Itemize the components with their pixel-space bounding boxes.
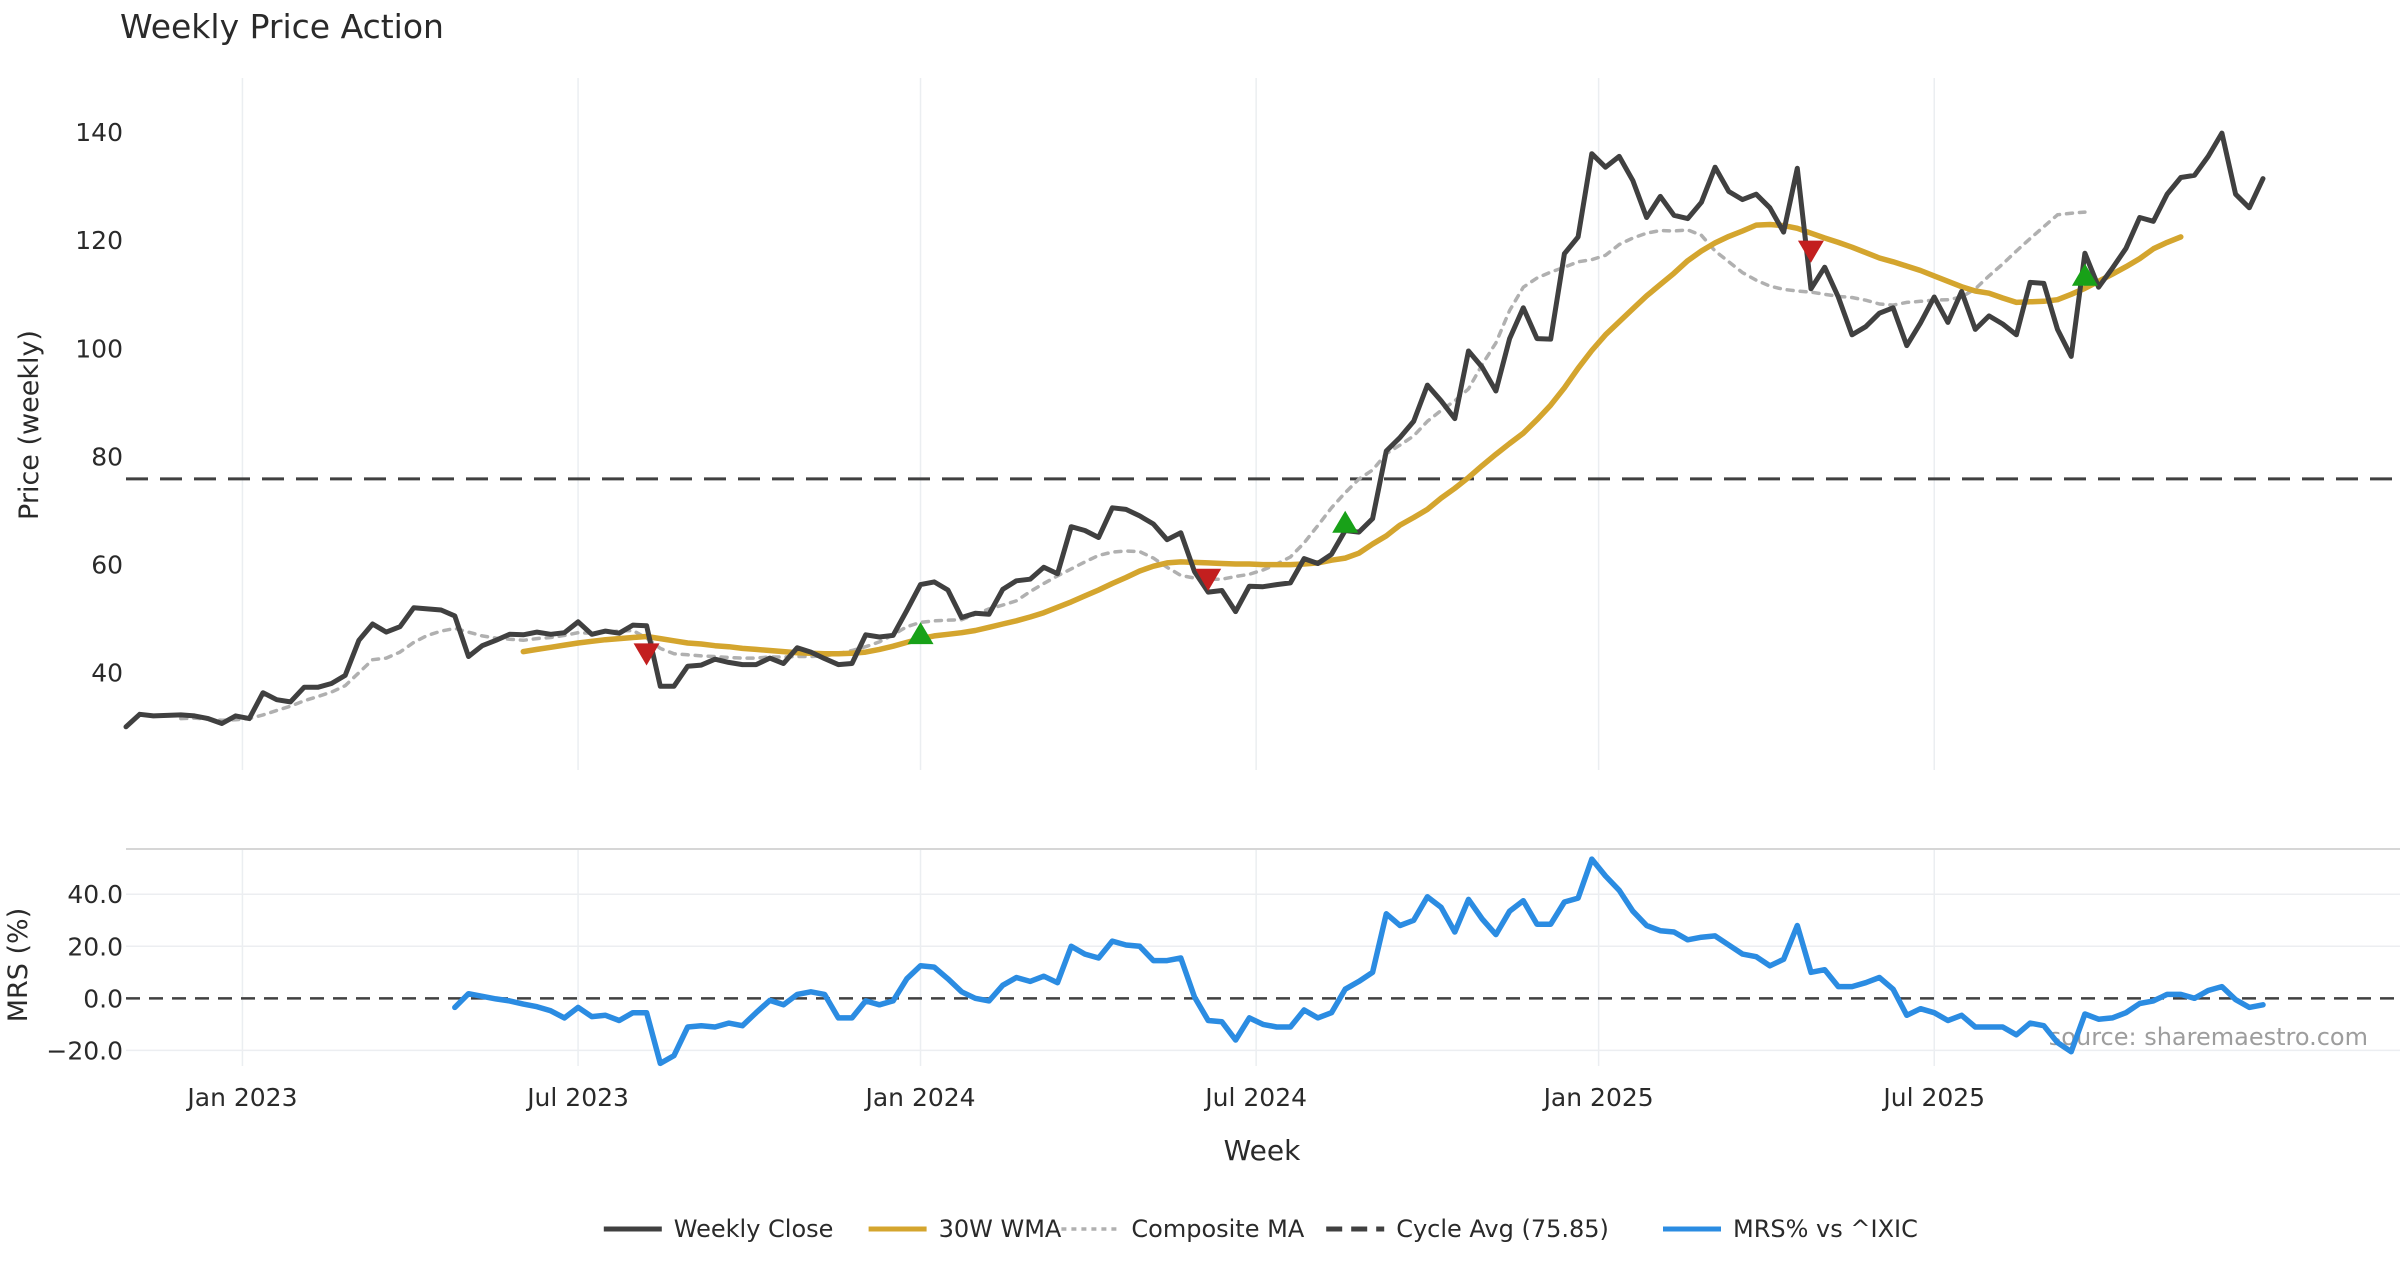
- wma-30w-line: [520, 221, 2184, 657]
- legend-entry: Weekly Close: [603, 1215, 834, 1243]
- price-y-tick-label: 80: [91, 442, 123, 471]
- legend-label: Cycle Avg (75.85): [1396, 1215, 1609, 1243]
- legend-label: 30W WMA: [939, 1215, 1062, 1243]
- buy-signal-marker: [2071, 263, 2098, 286]
- mrs-line: [452, 856, 2266, 1067]
- sell-signal-marker: [633, 643, 660, 666]
- legend-entry: MRS% vs ^IXIC: [1663, 1215, 1918, 1243]
- mrs-y-tick-label: 20.0: [67, 932, 123, 961]
- legend-label: Weekly Close: [674, 1215, 834, 1243]
- x-axis-label: Week: [1224, 1134, 1301, 1167]
- x-tick-label: Jan 2025: [1542, 1083, 1654, 1112]
- legend-label: MRS% vs ^IXIC: [1733, 1215, 1918, 1243]
- sell-signal-marker: [1797, 240, 1824, 263]
- mrs-y-tick-label: 40.0: [67, 880, 123, 909]
- legend-label: Composite MA: [1131, 1215, 1304, 1243]
- legend-entry: Cycle Avg (75.85): [1326, 1215, 1609, 1243]
- x-tick-label: Jan 2024: [863, 1083, 975, 1112]
- buy-signal-marker: [1332, 510, 1359, 533]
- mrs-y-tick-label: −20.0: [46, 1036, 123, 1065]
- sell-signal-marker: [1195, 568, 1222, 591]
- price-y-axis-label: Price (weekly): [14, 330, 45, 520]
- mrs-y-tick-label: 0.0: [83, 984, 123, 1013]
- weekly-close-line: [123, 130, 2266, 730]
- price-y-tick-label: 60: [91, 551, 123, 580]
- legend-entry: 30W WMA: [868, 1215, 1062, 1243]
- source-note: source: sharemaestro.com: [2049, 1023, 2368, 1051]
- price-y-tick-label: 100: [75, 334, 123, 363]
- legend-entry: Composite MA: [1061, 1215, 1305, 1243]
- price-y-tick-label: 140: [75, 118, 123, 147]
- chart-title: Weekly Price Action: [120, 7, 444, 46]
- x-tick-label: Jul 2024: [1203, 1083, 1307, 1112]
- buy-signal-marker: [907, 622, 934, 645]
- x-tick-label: Jul 2025: [1881, 1083, 1985, 1112]
- mrs-y-axis-label: MRS (%): [3, 908, 34, 1023]
- price-y-tick-label: 120: [75, 226, 123, 255]
- x-tick-label: Jul 2023: [525, 1083, 629, 1112]
- x-tick-label: Jan 2023: [185, 1083, 297, 1112]
- price-y-tick-label: 40: [91, 659, 123, 688]
